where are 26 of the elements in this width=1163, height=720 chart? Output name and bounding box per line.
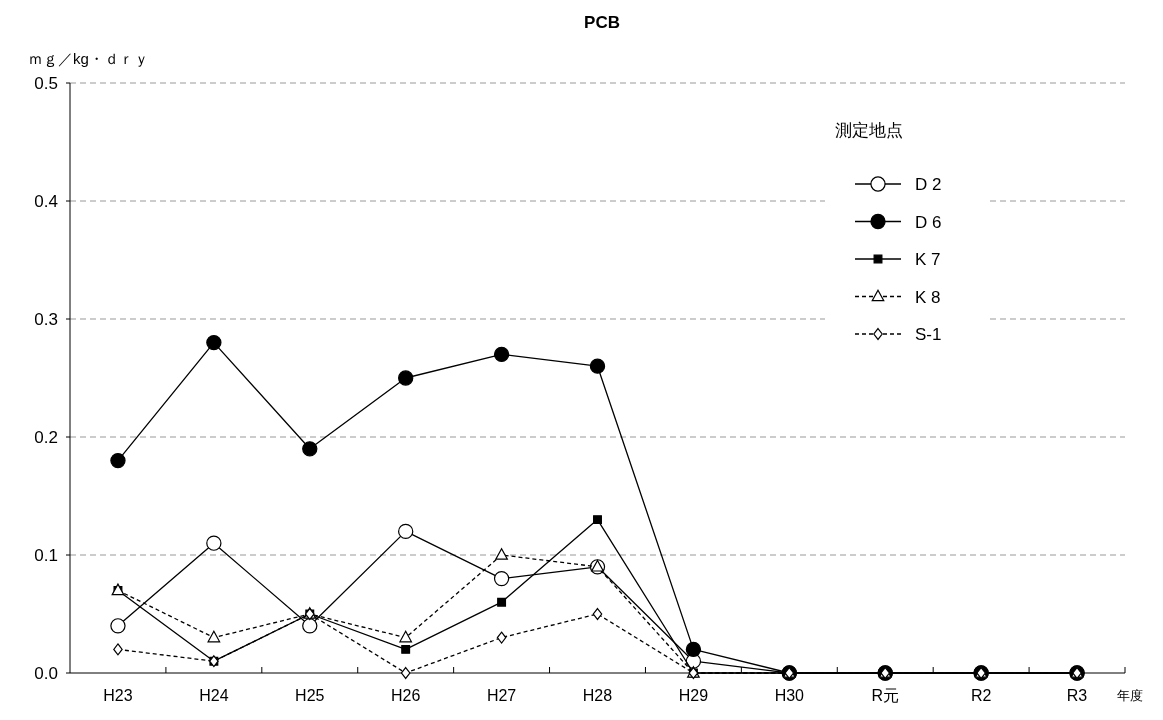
y-tick-label: 0.5 bbox=[34, 74, 58, 93]
legend-label: K 8 bbox=[915, 287, 941, 307]
y-tick-label: 0.1 bbox=[34, 546, 58, 565]
y-tick-label: 0.3 bbox=[34, 310, 58, 329]
x-tick-label: R2 bbox=[970, 687, 992, 704]
y-tick-label: 0.4 bbox=[34, 192, 58, 211]
x-tick-label: H29 bbox=[678, 687, 709, 704]
x-tick-label: R元 bbox=[871, 687, 900, 704]
x-axis-title: 年度 bbox=[1117, 688, 1143, 703]
x-tick-label: H24 bbox=[199, 687, 229, 704]
y-tick-label: 0.2 bbox=[34, 428, 58, 447]
legend-title: 測定地点 bbox=[835, 121, 903, 140]
y-axis-title: ｍｇ／kg・ｄｒｙ bbox=[28, 50, 149, 67]
legend-label: S-1 bbox=[915, 325, 942, 344]
legend-label: D 6 bbox=[915, 212, 942, 232]
x-tick-label: H27 bbox=[486, 687, 517, 704]
legend-label: D 2 bbox=[915, 175, 942, 194]
y-tick-label: 0.0 bbox=[34, 664, 58, 683]
x-tick-label: H23 bbox=[103, 687, 133, 704]
x-tick-label: H25 bbox=[295, 687, 325, 704]
legend-label: K 7 bbox=[915, 250, 941, 269]
x-tick-label: H26 bbox=[391, 687, 421, 704]
x-tick-label: H28 bbox=[582, 687, 613, 704]
chart-title: PCB bbox=[584, 13, 620, 32]
x-tick-label: H30 bbox=[774, 687, 805, 704]
x-tick-label: R3 bbox=[1066, 687, 1088, 704]
